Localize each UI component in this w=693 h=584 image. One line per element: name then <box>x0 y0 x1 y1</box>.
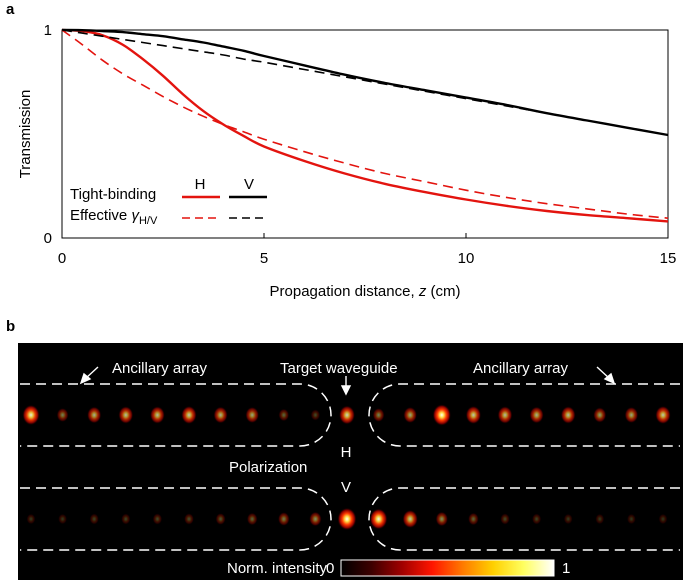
series-line-v-solid <box>61 28 669 137</box>
intensity-spot-h <box>213 406 228 424</box>
intensity-spot-h <box>497 406 513 424</box>
legend: Tight-binding Effective γH/V H V <box>70 176 267 227</box>
intensity-spot-v <box>435 511 449 527</box>
polarization-label: Polarization <box>229 459 307 476</box>
intensity-spot-v <box>658 513 668 525</box>
intensity-spot-v <box>246 512 258 526</box>
intensity-spot-v <box>531 513 542 525</box>
y-tick-label: 0 <box>44 230 52 247</box>
arrow-right-icon <box>596 366 616 385</box>
intensity-spot-v <box>277 512 290 526</box>
intensity-spot-h <box>655 405 671 425</box>
intensity-spot-h <box>245 406 260 424</box>
intensity-spot-h <box>278 408 290 422</box>
intensity-spot-v <box>500 513 510 525</box>
intensity-spot-h <box>624 406 639 424</box>
intensity-spot-v <box>468 512 479 526</box>
h-polarization-label: H <box>341 444 352 461</box>
ancillary-array-right-label: Ancillary array <box>473 360 569 377</box>
axis-ticks: 0 5 10 15 0 1 <box>44 22 677 267</box>
intensity-spot-h <box>560 406 576 424</box>
series-line-h-dashed <box>61 29 669 219</box>
intensity-spot-v <box>626 513 636 525</box>
outline-h-left <box>20 383 332 447</box>
intensity-spot-v <box>184 513 194 525</box>
panel-b-label: b <box>6 318 15 335</box>
array-outlines <box>20 383 680 551</box>
intensity-spot-v <box>89 513 99 525</box>
intensity-map <box>18 343 683 580</box>
intensity-spot-v <box>215 513 226 525</box>
colorbar: Norm. intensity 0 1 <box>227 559 570 577</box>
v-polarization-label: V <box>341 479 351 496</box>
ancillary-array-left-label: Ancillary array <box>112 360 208 377</box>
intensity-spot-v <box>563 513 573 525</box>
intensity-spot-v <box>152 513 163 525</box>
intensity-spot-v <box>26 513 36 525</box>
outline-h-right <box>368 383 680 447</box>
colorbar-title: Norm. intensity <box>227 560 328 577</box>
x-tick-label: 15 <box>660 250 677 267</box>
series-line-h-solid <box>61 28 669 223</box>
legend-col-v: V <box>244 176 254 193</box>
intensity-spot-h <box>529 406 544 424</box>
colorbar-gradient <box>340 559 555 577</box>
x-axis-title: Propagation distance, z (cm) <box>270 283 461 300</box>
intensity-spot-v <box>309 511 322 527</box>
series-line-v-dashed <box>61 29 669 136</box>
intensity-spot-h <box>22 404 40 426</box>
intensity-spot-h <box>181 405 197 425</box>
intensity-spot-h <box>593 407 607 423</box>
series-lines <box>61 28 669 223</box>
intensity-spot-h <box>432 404 452 426</box>
legend-row-tight-binding: Tight-binding <box>70 186 156 203</box>
intensity-spot-v <box>337 507 357 531</box>
intensity-spot-v <box>369 508 388 530</box>
intensity-spot-h <box>465 405 482 425</box>
y-axis-title: Transmission <box>17 90 34 179</box>
intensity-spot-h <box>87 406 102 424</box>
annotation-arrows <box>79 366 616 396</box>
x-tick-label: 10 <box>458 250 475 267</box>
intensity-spot-v <box>402 509 419 529</box>
y-tick-label: 1 <box>44 22 52 39</box>
x-tick-label: 0 <box>58 250 66 267</box>
legend-col-h: H <box>195 176 206 193</box>
intensity-spot-h <box>372 407 385 423</box>
intensity-spot-v <box>58 513 68 525</box>
intensity-spot-h <box>149 406 165 424</box>
intensity-spot-h <box>338 405 356 425</box>
intensity-spot-h <box>56 407 69 423</box>
intensity-spot-h <box>118 406 134 424</box>
target-waveguide-label: Target waveguide <box>280 360 398 377</box>
intensity-spots <box>22 404 671 531</box>
x-tick-label: 5 <box>260 250 268 267</box>
intensity-spot-h <box>310 409 321 421</box>
arrow-down-icon <box>340 376 352 396</box>
colorbar-max-label: 1 <box>562 560 570 577</box>
outline-v-right <box>368 487 680 551</box>
arrow-left-icon <box>79 366 99 385</box>
intensity-spot-h <box>403 406 418 424</box>
panel-a-label: a <box>6 1 15 18</box>
outline-v-left <box>20 487 332 551</box>
intensity-spot-v <box>121 513 131 525</box>
colorbar-min-label: 0 <box>326 560 334 577</box>
legend-row-effective: Effective γH/V <box>70 207 158 227</box>
intensity-spot-v <box>595 513 605 525</box>
